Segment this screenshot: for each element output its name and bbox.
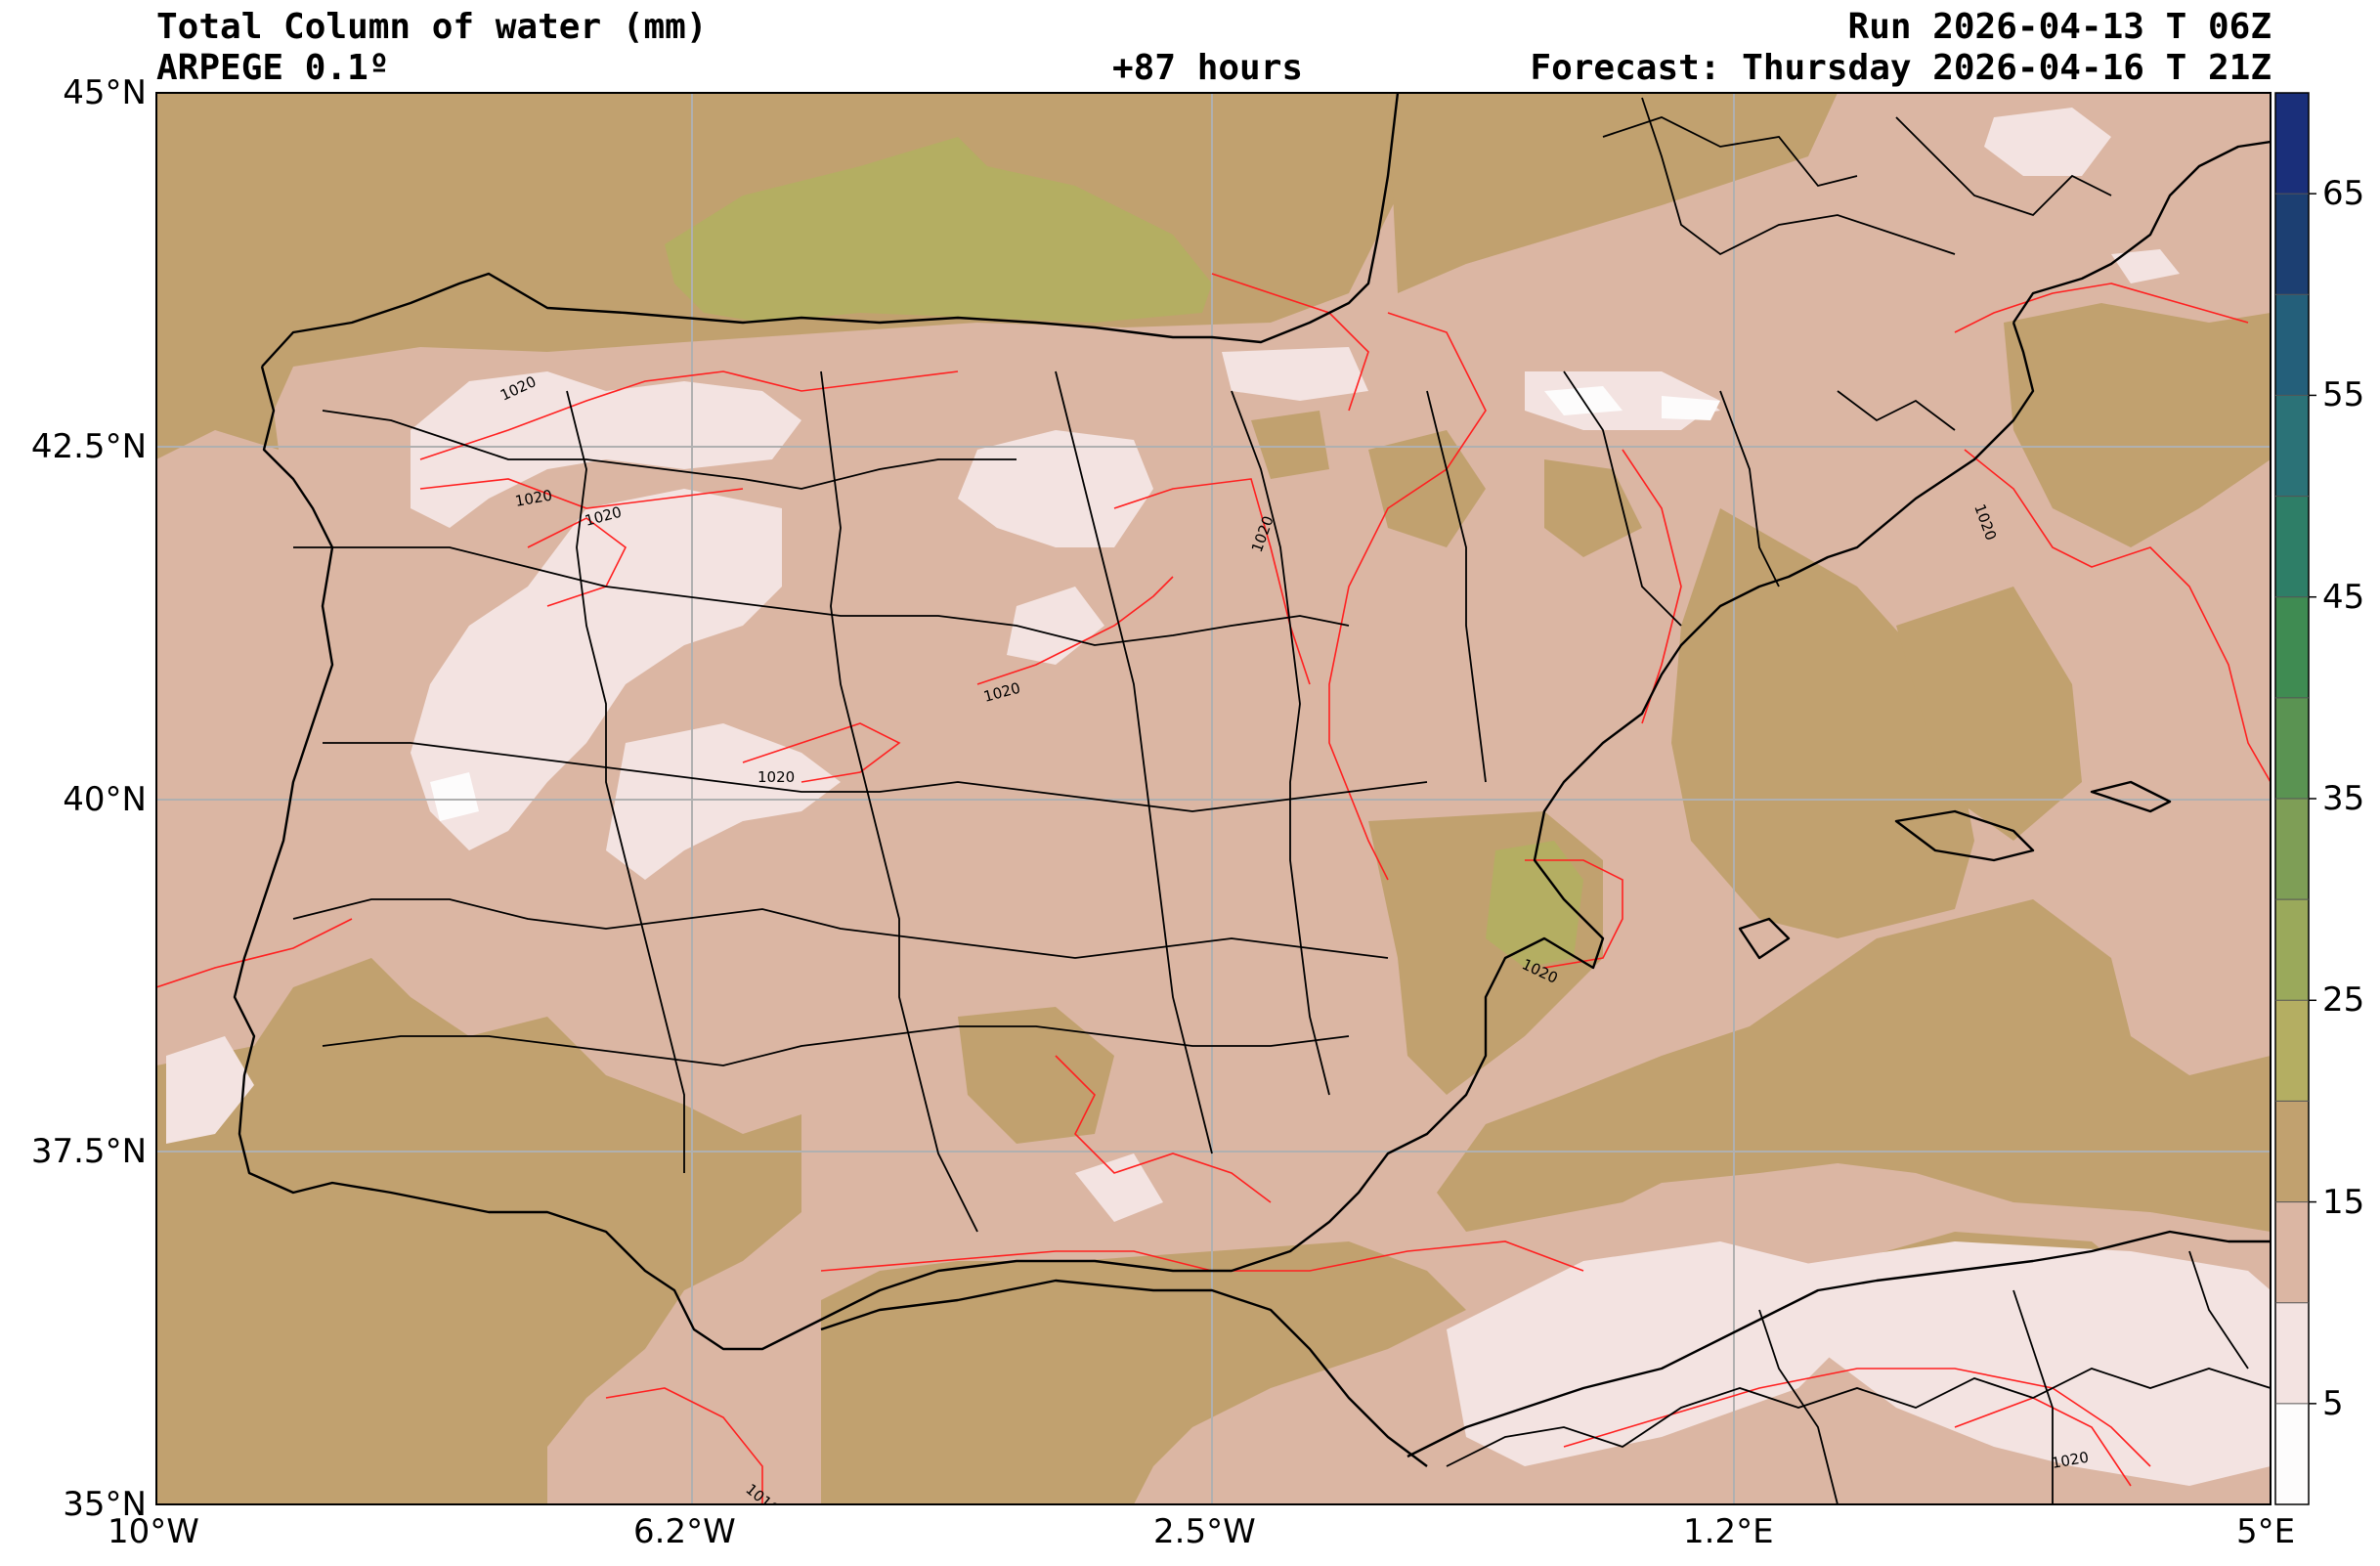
lon-label-1-2e: 1.2°E (1683, 1512, 1774, 1551)
lon-label-10w: 10°W (108, 1512, 199, 1551)
colorbar-bin (2275, 799, 2309, 900)
map-frame (155, 92, 2272, 1505)
run-time: Run 2026-04-13 T 06Z (1847, 7, 2272, 47)
colorbar-tick-label: 15 (2322, 1182, 2365, 1222)
colorbar-bin (2275, 899, 2309, 1001)
colorbar-bin (2275, 1101, 2309, 1202)
lon-label-6-2w: 6.2°W (633, 1512, 736, 1551)
lead-time: +87 hours (1112, 48, 1304, 88)
colorbar-bin (2275, 395, 2309, 497)
colorbar-tick-label: 35 (2322, 779, 2365, 818)
colorbar-bin (2275, 1000, 2309, 1102)
colorbar-tick-label: 25 (2322, 980, 2365, 1021)
gridlines (156, 93, 2271, 1504)
lat-label-42-5n: 42.5°N (30, 427, 147, 466)
field-dry (166, 108, 2271, 1486)
colorbar-bin (2275, 596, 2309, 698)
colorbar-bin (2275, 1201, 2309, 1303)
lat-label-35n: 35°N (63, 1485, 147, 1524)
field-wet (665, 137, 1583, 968)
colorbar-bin (2275, 1302, 2309, 1404)
colorbar-tick-label: 65 (2322, 174, 2365, 214)
isobar-label: 1020 (757, 768, 795, 786)
isobars (156, 273, 2271, 1504)
colorbar-tick-label: 55 (2322, 375, 2365, 415)
map-title: Total Column of water (mm) (156, 7, 708, 47)
colorbar-bin (2275, 194, 2309, 295)
lat-label-37-5n: 37.5°N (30, 1132, 147, 1171)
coastlines (233, 93, 2271, 1467)
lon-label-5e: 5°E (2236, 1512, 2296, 1551)
lon-label-2-5w: 2.5°W (1153, 1512, 1256, 1551)
colorbar-bin (2275, 697, 2309, 799)
colorbar-bin (2275, 1403, 2309, 1504)
colorbar-tick-label: 45 (2322, 577, 2365, 617)
admin-boundaries (292, 97, 2271, 1504)
colorbar-tick-label: 5 (2322, 1383, 2344, 1423)
forecast-time: Forecast: Thursday 2026-04-16 T 21Z (1530, 48, 2272, 88)
lat-label-40n: 40°N (63, 780, 147, 819)
lat-label-45n: 45°N (63, 73, 147, 112)
colorbar-bin (2275, 496, 2309, 597)
colorbar (2275, 93, 2309, 1504)
model-name: ARPEGE 0.1º (156, 48, 390, 88)
colorbar-bin (2275, 294, 2309, 396)
colorbar-bin (2275, 93, 2309, 195)
colorbar-ticks (2275, 193, 2316, 1405)
